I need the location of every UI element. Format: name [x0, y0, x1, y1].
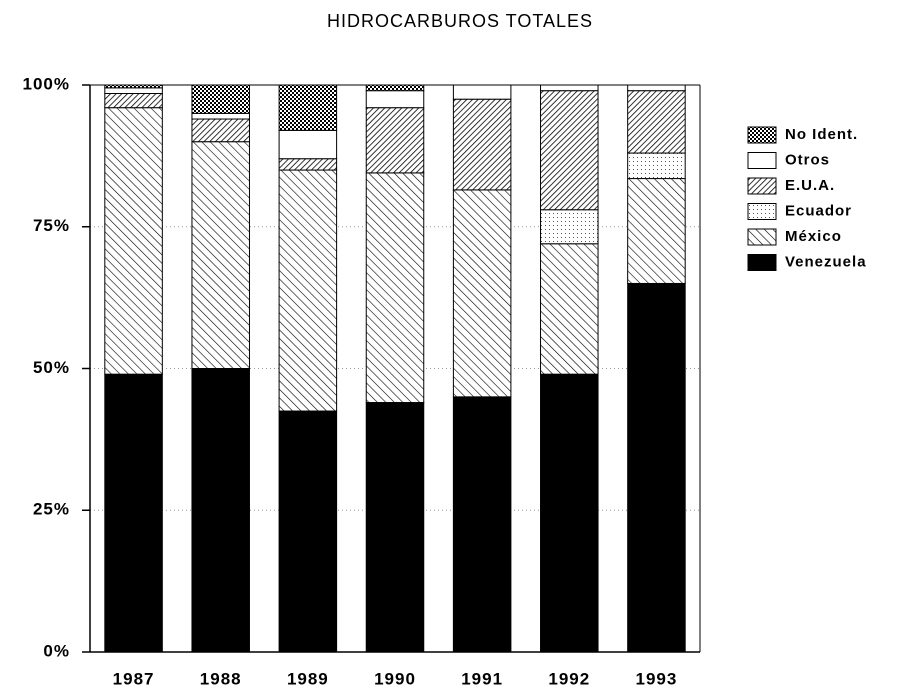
bar-segment [104, 107, 163, 375]
bar-segment [627, 282, 686, 653]
legend-swatch [747, 228, 777, 246]
bar-segment [365, 84, 425, 92]
bar-segment [191, 368, 250, 653]
x-tick-label: 1991 [461, 669, 503, 688]
bar-segment [365, 402, 425, 653]
y-tick-label: 100% [23, 74, 70, 93]
bar-segment [540, 373, 599, 653]
x-tick-label: 1990 [374, 669, 416, 688]
bar-segment [452, 84, 512, 100]
bar-segment [540, 209, 599, 245]
bar-segment [278, 158, 338, 171]
legend-label: Otros [785, 151, 830, 168]
bar-segment [540, 243, 599, 375]
bar-segment [191, 141, 250, 369]
bar-segment [278, 169, 338, 412]
bar-segment [627, 152, 686, 180]
x-tick-label: 1988 [200, 669, 242, 688]
legend-swatch [747, 177, 777, 195]
bar-segment [278, 129, 338, 160]
y-tick-label: 0% [43, 641, 70, 660]
bar-segment [540, 84, 599, 92]
x-tick-label: 1987 [113, 669, 155, 688]
legend-label: E.U.A. [785, 177, 835, 194]
x-tick-label: 1993 [636, 669, 678, 688]
bar-segment [452, 189, 512, 398]
bar-segment [627, 178, 686, 284]
bar-segment [104, 87, 163, 95]
legend-label: No Ident. [785, 126, 858, 143]
bar-segment [104, 373, 163, 653]
legend-label: Venezuela [785, 253, 867, 270]
bar-segment [365, 90, 425, 109]
bar-segment [627, 90, 686, 154]
bar-segment [365, 172, 425, 404]
legend-swatch [747, 152, 777, 169]
bar-segment [104, 93, 163, 109]
bar-segment [191, 118, 250, 143]
y-tick-label: 25% [33, 500, 70, 519]
legend-label: México [785, 228, 842, 245]
bar-segment [278, 410, 338, 653]
legend-swatch [747, 126, 777, 144]
x-tick-label: 1992 [548, 669, 590, 688]
legend-swatch [747, 203, 777, 220]
bar-segment [452, 396, 512, 653]
bar-segment [365, 107, 425, 174]
bar-segment [191, 112, 250, 120]
bar-segment [104, 84, 163, 89]
bar-segment [627, 84, 686, 92]
legend-swatch [747, 254, 777, 271]
bar-segment [278, 84, 338, 131]
bar-segment [452, 98, 512, 191]
chart-title: HIDROCARBUROS TOTALES [327, 11, 593, 31]
y-tick-label: 50% [33, 358, 70, 377]
y-tick-label: 75% [33, 216, 70, 235]
x-tick-label: 1989 [287, 669, 329, 688]
bar-segment [540, 90, 599, 211]
bar-segment [191, 84, 250, 114]
legend-label: Ecuador [785, 202, 852, 219]
